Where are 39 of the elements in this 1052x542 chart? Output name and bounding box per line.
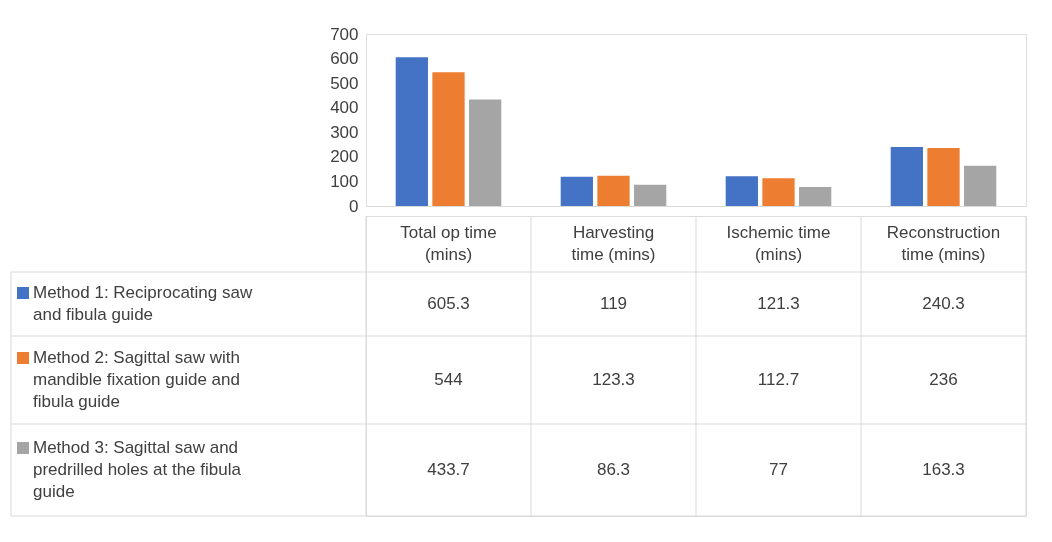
data-label: 119 (599, 294, 628, 313)
bar (634, 184, 667, 206)
x-tick-label: Total op time (mins) (400, 223, 497, 264)
bar (560, 176, 593, 206)
data-label: 123.3 (592, 370, 635, 389)
bar (597, 175, 630, 206)
y-tick-label: 200 (330, 147, 359, 167)
y-tick-label: 400 (330, 98, 359, 118)
bar (432, 72, 465, 206)
y-tick-label: 700 (330, 24, 359, 44)
bar (762, 178, 795, 206)
data-label: 77 (769, 460, 788, 479)
bar (799, 187, 832, 206)
data-label: 86.3 (596, 460, 631, 479)
bar (964, 165, 997, 206)
bar (725, 176, 758, 206)
x-tick-label: Reconstruction time (mins) (886, 223, 1001, 264)
y-tick-label: 600 (330, 49, 359, 69)
x-tick-label: Ischemic time (mins) (726, 223, 831, 264)
data-label: 112.7 (757, 370, 800, 389)
legend-label: Method 2: Sagittal saw with mandible fixation guide and fibula guide (33, 348, 240, 411)
data-label: 605.3 (427, 294, 470, 313)
bar (927, 148, 960, 206)
data-label: 236 (929, 370, 958, 389)
data-label: 121.3 (757, 294, 800, 313)
legend-label: Method 3: Sagittal saw and predrilled holes at the fibula guide (33, 438, 242, 501)
data-label: 433.7 (427, 460, 470, 479)
y-tick-label: 100 (330, 171, 359, 191)
bar (890, 146, 923, 206)
x-tick-label: Harvesting time (mins) (571, 223, 656, 264)
data-label: 544 (434, 370, 463, 389)
data-label: 163.3 (922, 460, 965, 479)
legend-label: Method 1: Reciprocating saw and fibula guide (33, 283, 253, 324)
data-label: 240.3 (922, 294, 965, 313)
y-tick-label: 0 (349, 196, 359, 216)
y-tick-label: 500 (330, 73, 359, 93)
bar (469, 99, 502, 206)
bar (395, 57, 428, 206)
y-tick-label: 300 (330, 122, 359, 142)
